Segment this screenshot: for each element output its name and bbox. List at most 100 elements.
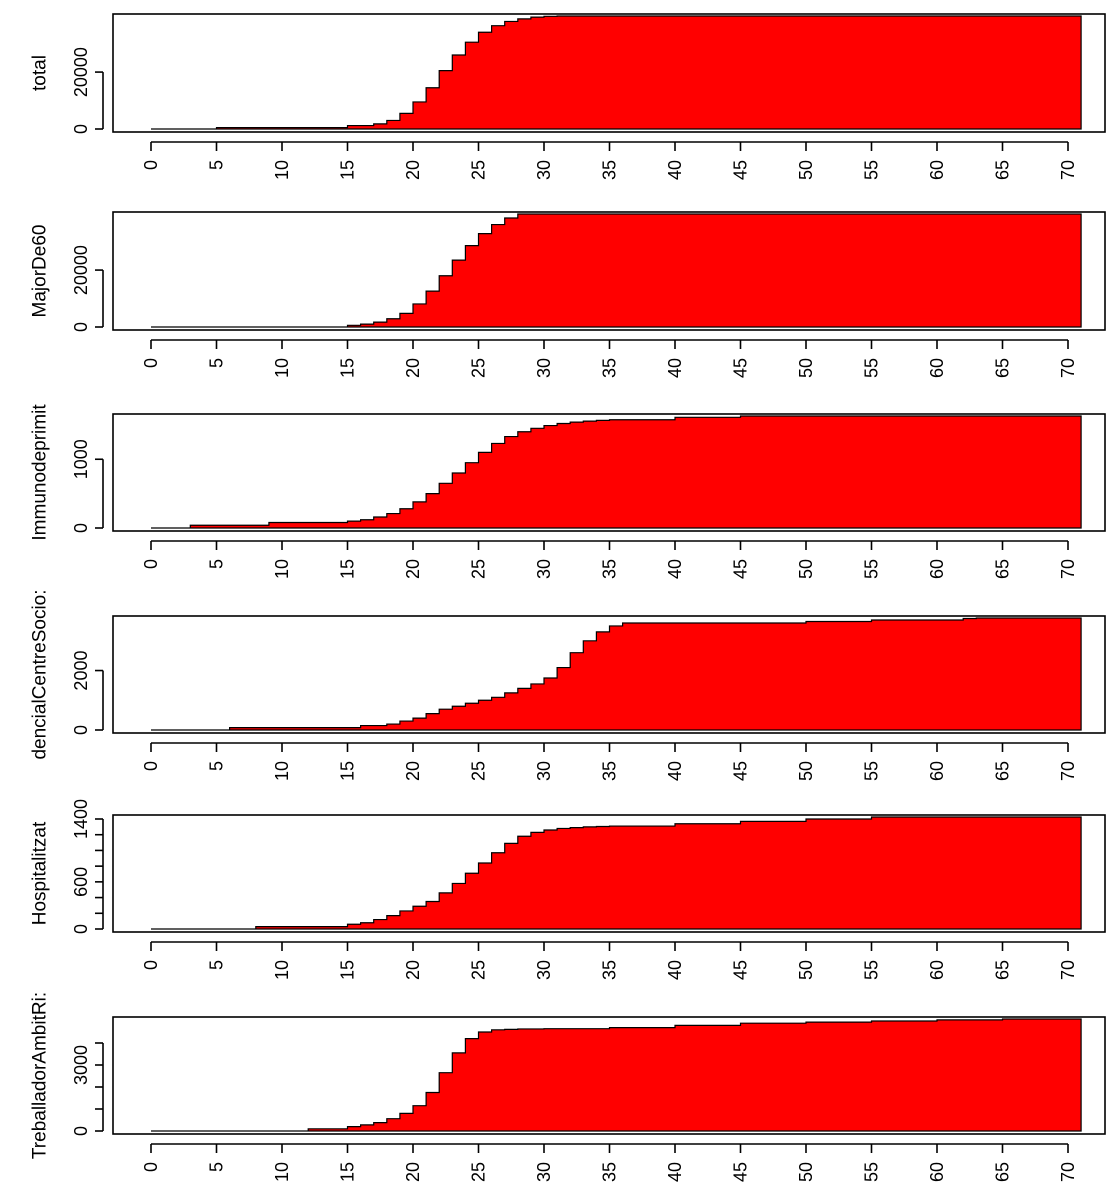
x-tick-label: 60 bbox=[927, 761, 947, 781]
x-tick-label: 50 bbox=[796, 1162, 816, 1182]
x-tick-label: 70 bbox=[1058, 960, 1078, 980]
y-tick-label: 0 bbox=[71, 1126, 91, 1136]
x-tick-label: 55 bbox=[862, 160, 882, 180]
x-tick-label: 30 bbox=[534, 761, 554, 781]
area-series bbox=[151, 816, 1082, 930]
x-tick-label: 70 bbox=[1058, 559, 1078, 579]
x-tick-label: 20 bbox=[403, 960, 423, 980]
x-tick-label: 35 bbox=[600, 559, 620, 579]
x-tick-label: 65 bbox=[993, 559, 1013, 579]
x-tick-label: 65 bbox=[993, 358, 1013, 378]
x-tick-label: 15 bbox=[338, 1162, 358, 1182]
y-axis-label: Immunodeprimit bbox=[30, 404, 51, 541]
x-tick-label: 70 bbox=[1058, 160, 1078, 180]
y-axis-label: total bbox=[30, 55, 51, 91]
x-tick-label: 40 bbox=[665, 960, 685, 980]
x-tick-label: 60 bbox=[927, 1162, 947, 1182]
plot-frame bbox=[112, 211, 1106, 331]
x-tick-label: 45 bbox=[731, 160, 751, 180]
x-tick-label: 25 bbox=[469, 761, 489, 781]
x-tick-label: 20 bbox=[403, 1162, 423, 1182]
x-tick-label: 5 bbox=[207, 559, 227, 569]
y-tick-label: 0 bbox=[71, 725, 91, 735]
chart-panel: 0 5 10 15 20 25 30 35 40 45 50 55 60 65 70 0 2000 dencial… bbox=[30, 589, 1106, 781]
x-tick-label: 0 bbox=[141, 559, 161, 569]
y-tick-label: 20000 bbox=[71, 245, 91, 295]
x-tick-label: 45 bbox=[731, 1162, 751, 1182]
x-tick-label: 25 bbox=[469, 358, 489, 378]
x-tick-label: 70 bbox=[1058, 761, 1078, 781]
area-series bbox=[151, 15, 1082, 130]
chart-panel: 0 5 10 15 20 25 30 35 40 45 50 55 60 65 70 0 3000 Treball… bbox=[30, 992, 1106, 1182]
x-tick-label: 15 bbox=[338, 761, 358, 781]
y-axis-label: TreballadorAmbitRi: bbox=[30, 992, 51, 1159]
x-tick-label: 60 bbox=[927, 358, 947, 378]
x-tick-label: 65 bbox=[993, 1162, 1013, 1182]
x-tick-label: 40 bbox=[665, 761, 685, 781]
x-tick-label: 15 bbox=[338, 358, 358, 378]
x-tick-label: 60 bbox=[927, 160, 947, 180]
plot-frame bbox=[112, 413, 1106, 532]
x-tick-label: 0 bbox=[141, 1162, 161, 1172]
y-tick-label: 1000 bbox=[71, 439, 91, 479]
x-tick-label: 10 bbox=[272, 960, 292, 980]
x-tick-label: 70 bbox=[1058, 1162, 1078, 1182]
x-tick-label: 40 bbox=[665, 559, 685, 579]
x-tick-label: 0 bbox=[141, 761, 161, 771]
x-tick-label: 35 bbox=[600, 761, 620, 781]
chart-panel: 0 5 10 15 20 25 30 35 40 45 50 55 60 65 70 0 20000 total bbox=[30, 13, 1106, 180]
x-tick-label: 10 bbox=[272, 761, 292, 781]
y-tick-label: 0 bbox=[71, 124, 91, 134]
y-axis-label: MajorDe60 bbox=[30, 225, 51, 318]
chart-panel: 0 5 10 15 20 25 30 35 40 45 50 55 60 65 70 0 1000 Immunod… bbox=[30, 404, 1106, 579]
x-tick-label: 5 bbox=[207, 358, 227, 368]
x-tick-label: 20 bbox=[403, 160, 423, 180]
x-tick-label: 35 bbox=[600, 960, 620, 980]
x-tick-label: 25 bbox=[469, 1162, 489, 1182]
x-tick-label: 55 bbox=[862, 761, 882, 781]
x-tick-label: 50 bbox=[796, 960, 816, 980]
y-tick-label: 3000 bbox=[71, 1045, 91, 1085]
x-tick-label: 55 bbox=[862, 960, 882, 980]
x-tick-label: 55 bbox=[862, 559, 882, 579]
y-axis-label: dencialCentreSocio: bbox=[30, 589, 51, 759]
y-tick-label: 20000 bbox=[71, 47, 91, 97]
x-tick-label: 50 bbox=[796, 160, 816, 180]
x-tick-label: 5 bbox=[207, 761, 227, 771]
x-tick-label: 40 bbox=[665, 160, 685, 180]
y-tick-label: 0 bbox=[71, 924, 91, 934]
x-tick-label: 15 bbox=[338, 160, 358, 180]
chart-panel: 0 5 10 15 20 25 30 35 40 45 50 55 60 65 70 0 600 1400 Hosp… bbox=[30, 799, 1106, 980]
x-tick-label: 30 bbox=[534, 559, 554, 579]
x-tick-label: 70 bbox=[1058, 358, 1078, 378]
x-tick-label: 60 bbox=[927, 960, 947, 980]
x-tick-label: 0 bbox=[141, 960, 161, 970]
area-series bbox=[151, 617, 1082, 731]
x-tick-label: 35 bbox=[600, 1162, 620, 1182]
chart-panel: 0 5 10 15 20 25 30 35 40 45 50 55 60 65 70 0 20000 MajorD… bbox=[30, 211, 1106, 378]
x-tick-label: 40 bbox=[665, 358, 685, 378]
x-tick-label: 0 bbox=[141, 160, 161, 170]
x-tick-label: 65 bbox=[993, 761, 1013, 781]
x-tick-label: 45 bbox=[731, 761, 751, 781]
area-series bbox=[151, 415, 1082, 529]
x-tick-label: 30 bbox=[534, 1162, 554, 1182]
plot-frame bbox=[112, 814, 1106, 933]
y-tick-label: 2000 bbox=[71, 651, 91, 691]
x-tick-label: 10 bbox=[272, 358, 292, 378]
x-tick-label: 10 bbox=[272, 160, 292, 180]
x-tick-label: 50 bbox=[796, 761, 816, 781]
x-tick-label: 20 bbox=[403, 358, 423, 378]
x-tick-label: 45 bbox=[731, 960, 751, 980]
plot-frame bbox=[112, 13, 1106, 133]
x-tick-label: 15 bbox=[338, 559, 358, 579]
x-tick-label: 10 bbox=[272, 559, 292, 579]
x-tick-label: 55 bbox=[862, 1162, 882, 1182]
area-series bbox=[151, 1018, 1082, 1132]
plot-frame bbox=[112, 615, 1106, 734]
x-tick-label: 20 bbox=[403, 761, 423, 781]
x-tick-label: 65 bbox=[993, 960, 1013, 980]
x-tick-label: 30 bbox=[534, 960, 554, 980]
x-tick-label: 5 bbox=[207, 160, 227, 170]
